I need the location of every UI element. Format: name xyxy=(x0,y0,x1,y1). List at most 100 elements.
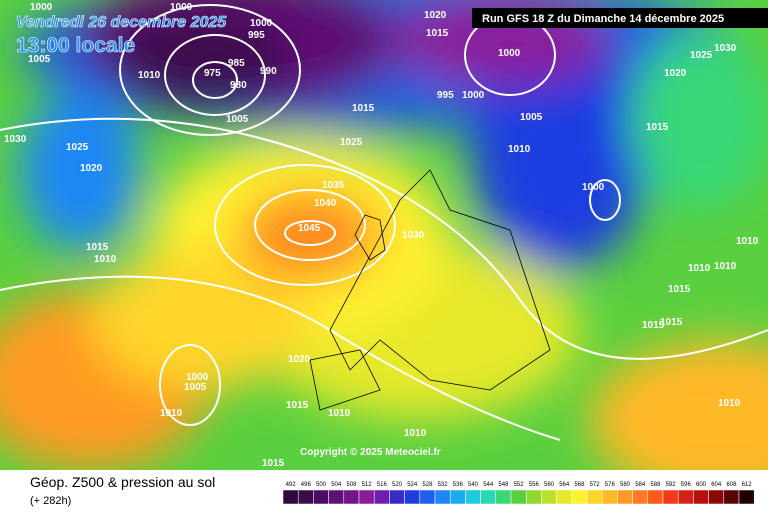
footer-title: Géop. Z500 & pression au sol xyxy=(30,474,215,490)
isobar-label: 1000 xyxy=(250,18,273,29)
field xyxy=(0,0,768,470)
colorbar-cell xyxy=(510,489,527,505)
isobar-label: 1010 xyxy=(94,254,117,265)
colorbar-cell xyxy=(282,489,299,505)
colorbar-label: 492 xyxy=(286,482,297,488)
isobar-label: 1040 xyxy=(314,198,337,209)
colorbar-cell xyxy=(343,489,360,505)
isobar-label: 1020 xyxy=(80,163,103,174)
colorbar-cell xyxy=(693,489,709,505)
colorbar-cell xyxy=(556,489,573,505)
isobar-label: 1010 xyxy=(714,261,737,272)
isobar-label: 1015 xyxy=(642,320,665,331)
isobar-label: 1005 xyxy=(28,54,51,65)
isobar-label: 1005 xyxy=(520,112,543,123)
colorbar-cell xyxy=(495,489,512,505)
colorbar-cell xyxy=(541,489,557,505)
isobar-label: 1025 xyxy=(690,50,713,61)
forecast-time: 13:00 locale xyxy=(16,34,135,57)
colorbar-cell xyxy=(723,489,740,505)
colorbar-label: 512 xyxy=(362,482,373,488)
isobar-label: 1005 xyxy=(226,114,249,125)
coastlines xyxy=(309,169,551,411)
colorbar-cell xyxy=(647,489,664,505)
isobars xyxy=(0,4,768,441)
footer-lead: (+ 282h) xyxy=(30,495,71,507)
colorbar-cell xyxy=(313,489,329,505)
run-box xyxy=(472,8,768,28)
isobar-label: 1020 xyxy=(664,68,687,79)
colorbar-cell xyxy=(708,489,725,505)
colorbar-label: 548 xyxy=(498,482,509,488)
isobar-label: 1015 xyxy=(426,28,449,39)
isobar-label: 975 xyxy=(204,68,221,79)
colorbar-cell xyxy=(677,489,694,505)
colorbar-cell xyxy=(525,489,542,505)
isobar-label: 1000 xyxy=(582,182,605,193)
isobar-label: 980 xyxy=(230,80,247,91)
colorbar-label: 572 xyxy=(590,482,601,488)
colorbar-label: 580 xyxy=(620,482,631,488)
isobar-label: 1015 xyxy=(646,122,669,133)
isobar-label: 1015 xyxy=(352,103,375,114)
colorbar-cell xyxy=(738,489,755,505)
colorbar-label: 588 xyxy=(650,482,661,488)
colorbar-cell xyxy=(662,489,679,505)
colorbar-label: 564 xyxy=(559,482,570,488)
isobar-label: 1010 xyxy=(718,398,741,409)
colorbar-cell xyxy=(434,489,451,505)
colorbar-cell xyxy=(632,489,649,505)
isobar-label: 1000 xyxy=(462,90,485,101)
isobar-label: 1010 xyxy=(138,70,161,81)
colorbar-label: 600 xyxy=(696,482,707,488)
run-info: Run GFS 18 Z du Dimanche 14 décembre 202… xyxy=(482,13,724,25)
colorbar-cell xyxy=(358,489,375,505)
colorbar-cell xyxy=(617,489,633,505)
colorbar-cell xyxy=(297,489,314,505)
colorbar-cell xyxy=(601,489,618,505)
isobar-label: 995 xyxy=(437,90,454,101)
colorbar-cell xyxy=(480,489,497,505)
colorbar-label: 552 xyxy=(514,482,525,488)
colorbar-label: 528 xyxy=(422,482,433,488)
colorbar-label: 504 xyxy=(331,482,342,488)
colorbar-label: 608 xyxy=(726,482,737,488)
colorbar: 492 496 500 504 508 512 516 520 524 528 532 536 540 5… xyxy=(282,482,755,505)
colorbar-label: 536 xyxy=(453,482,464,488)
isobar-label: 1015 xyxy=(262,458,285,469)
colorbar-label: 584 xyxy=(635,482,646,488)
colorbar-cell xyxy=(571,489,588,505)
colorbar-label: 604 xyxy=(711,482,722,488)
copyright: Copyright © 2025 Meteociel.fr xyxy=(300,447,441,458)
colorbar-cell xyxy=(419,489,436,505)
isobar-label: 1045 xyxy=(298,223,321,234)
isobar-label: 1010 xyxy=(688,263,711,274)
isobar-label: 1020 xyxy=(288,354,311,365)
isobar-label: 1000 xyxy=(30,2,53,13)
isobar-label: 1010 xyxy=(404,428,427,439)
colorbar-label: 496 xyxy=(301,482,312,488)
isobar-label: 995 xyxy=(248,30,265,41)
isobar-label: 1030 xyxy=(714,43,737,54)
colorbar-label: 500 xyxy=(316,482,327,488)
forecast-date: Vendredi 26 decembre 2025 xyxy=(16,14,227,31)
isobar-label: 1030 xyxy=(402,230,425,241)
isobar-label: 1025 xyxy=(66,142,89,153)
colorbar-cell xyxy=(449,489,466,505)
isobar-label: 1010 xyxy=(508,144,531,155)
isobar-label: 1010 xyxy=(328,408,351,419)
isobar-label: 1015 xyxy=(668,284,691,295)
colorbar-label: 560 xyxy=(544,482,555,488)
colorbar-cell xyxy=(404,489,421,505)
colorbar-label: 524 xyxy=(407,482,418,488)
isobar-label: 1000 xyxy=(186,372,209,383)
colorbar-cell xyxy=(373,489,390,505)
colorbar-label: 508 xyxy=(346,482,357,488)
colorbar-label: 544 xyxy=(483,482,494,488)
isobar-label: 1015 xyxy=(286,400,309,411)
isobar-label: 985 xyxy=(228,58,245,69)
isobar-label: 1030 xyxy=(4,134,27,145)
colorbar-label: 612 xyxy=(742,482,753,488)
